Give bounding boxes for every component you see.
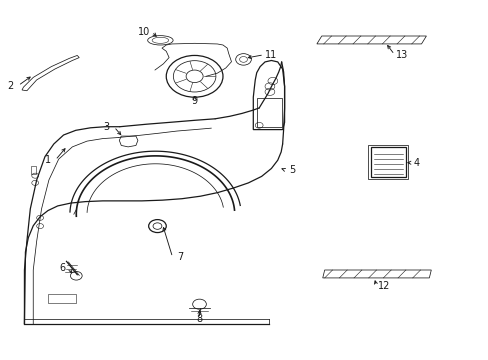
Text: 12: 12 — [377, 281, 389, 291]
Text: 8: 8 — [196, 314, 202, 324]
Text: 5: 5 — [289, 165, 295, 175]
Text: 1: 1 — [45, 155, 51, 165]
Text: 13: 13 — [395, 50, 407, 60]
Text: 7: 7 — [177, 252, 183, 262]
Text: 10: 10 — [138, 27, 150, 37]
Text: 11: 11 — [264, 50, 277, 60]
Text: 2: 2 — [8, 81, 14, 91]
Text: 4: 4 — [413, 158, 419, 168]
Text: 9: 9 — [191, 96, 197, 106]
Text: 6: 6 — [60, 263, 65, 273]
Text: 3: 3 — [103, 122, 109, 132]
